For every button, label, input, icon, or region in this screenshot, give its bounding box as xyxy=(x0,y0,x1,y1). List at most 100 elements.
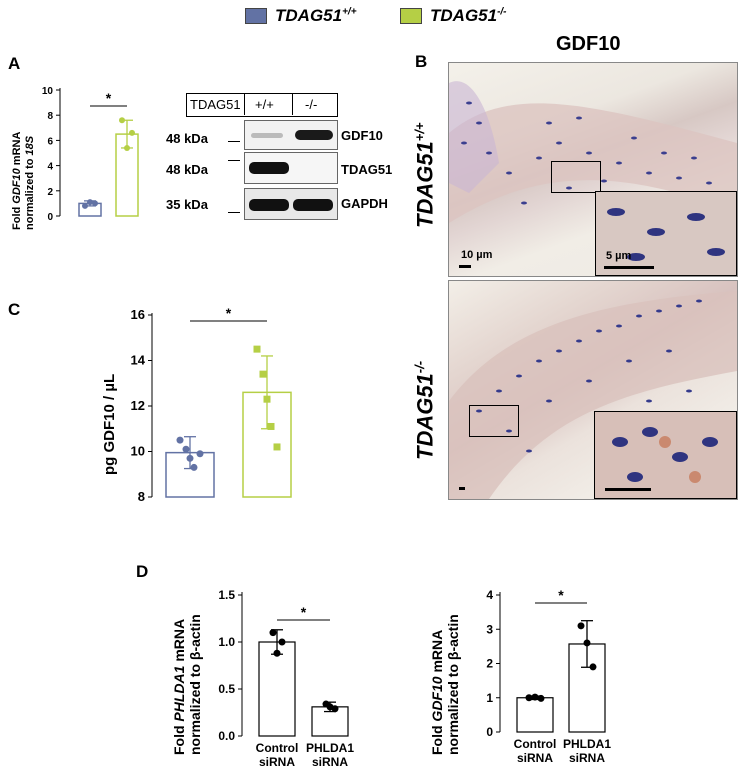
data-point xyxy=(253,345,261,353)
wb-protein-gdf10: GDF10 xyxy=(341,128,383,143)
data-point xyxy=(92,200,98,207)
data-point xyxy=(182,445,190,453)
wb-kda-gdf10: 48 kDa xyxy=(166,131,208,146)
data-point xyxy=(87,199,93,206)
chart-d-right: Fold GDF10 mRNA normalized to β-actin 0 1… xyxy=(430,587,611,765)
data-point xyxy=(531,693,539,701)
scale-bar-10um xyxy=(459,265,471,268)
histology-cells-ko xyxy=(449,291,737,499)
chart-d-right-ylabel-2: normalized to β-actin xyxy=(445,614,461,755)
inset-cells-ko xyxy=(612,427,718,483)
wb-protein-tdag51: TDAG51 xyxy=(341,162,393,177)
wb-blot-gdf10 xyxy=(244,120,338,150)
panel-letter-d: D xyxy=(136,562,149,581)
y-tick-label: 4 xyxy=(47,162,53,173)
band xyxy=(249,199,289,211)
x-label-control-sirna: siRNA xyxy=(517,751,553,765)
x-label-control: Control xyxy=(514,737,557,751)
y-tick-label: 12 xyxy=(131,398,145,413)
scale-bar-ko xyxy=(459,487,465,490)
y-tick-label: 0 xyxy=(47,212,53,223)
legend-label-ko: TDAG51-/- xyxy=(430,6,507,25)
data-point xyxy=(190,463,198,471)
y-tick-label: 1 xyxy=(486,691,493,705)
wb-header-wt: +/+ xyxy=(255,97,274,112)
chart-c-ylabel: pg GDF10 / µL xyxy=(101,374,118,475)
data-point xyxy=(82,202,88,209)
y-tick-label: 1.5 xyxy=(218,588,235,602)
y-tick-label: 0.0 xyxy=(218,729,235,743)
band xyxy=(249,162,289,174)
histology-inset-wt: 5 µm xyxy=(595,191,737,276)
histology-inset-ko xyxy=(594,411,737,499)
wb-tick xyxy=(228,160,240,161)
x-label-phlda1-sirna: siRNA xyxy=(312,755,348,769)
histology-image-ko xyxy=(448,280,738,500)
data-point xyxy=(331,705,339,713)
data-point xyxy=(278,638,286,646)
roi-box-ko xyxy=(469,405,519,437)
x-label-phlda1-sirna: siRNA xyxy=(569,751,605,765)
wb-header-box xyxy=(186,93,338,117)
wb-tick xyxy=(228,141,240,142)
band xyxy=(295,130,333,140)
wb-kda-gapdh: 35 kDa xyxy=(166,197,208,212)
significance-star: * xyxy=(301,604,307,620)
y-tick-label: 4 xyxy=(486,588,493,602)
wb-blot-gapdh xyxy=(244,188,338,220)
data-point xyxy=(124,144,130,151)
data-point xyxy=(273,649,281,657)
histology-image-wt: 5 µm 10 µm xyxy=(448,62,738,277)
significance-star: * xyxy=(106,90,112,106)
chart-d-left-ylabel-1: Fold PHLDA1 mRNA xyxy=(171,619,187,755)
panel-b-row1-label: TDAG51+/+ xyxy=(412,122,438,228)
data-point xyxy=(273,443,281,451)
y-tick-label: 16 xyxy=(131,307,145,322)
roi-box-wt xyxy=(551,161,601,193)
data-point xyxy=(129,129,135,136)
significance-star: * xyxy=(558,587,564,603)
wb-header-divider xyxy=(244,93,245,115)
wb-blot-tdag51 xyxy=(244,152,338,184)
y-tick-label: 1.0 xyxy=(218,635,235,649)
legend-label-wt: TDAG51+/+ xyxy=(275,6,357,25)
band xyxy=(293,199,333,211)
wb-header-ko: -/- xyxy=(305,97,318,112)
significance-star: * xyxy=(226,305,232,321)
x-label-control-sirna: siRNA xyxy=(259,755,295,769)
data-point xyxy=(119,117,125,124)
chart-c: pg GDF10 / µL 8 10 12 14 16 * xyxy=(101,305,292,504)
wb-header-label: TDAG51 xyxy=(190,97,241,112)
inset-cells-wt xyxy=(607,208,725,261)
data-point xyxy=(589,663,597,671)
panel-letter-a: A xyxy=(8,54,21,73)
panel-letter-c: C xyxy=(8,300,21,319)
data-point xyxy=(537,694,545,702)
histology-cells-wt xyxy=(449,81,737,223)
wb-kda-tdag51: 48 kDa xyxy=(166,162,208,177)
y-tick-label: 14 xyxy=(131,353,146,368)
y-tick-label: 0.5 xyxy=(218,682,235,696)
y-tick-label: 2 xyxy=(47,187,53,198)
chart-d-left-ylabel-2: normalized to β-actin xyxy=(187,614,203,755)
scale-bar-10um-label: 10 µm xyxy=(461,249,493,261)
x-label-phlda1: PHLDA1 xyxy=(306,741,354,755)
bar xyxy=(516,697,554,733)
y-tick-label: 10 xyxy=(42,86,54,97)
y-tick-label: 0 xyxy=(486,725,493,739)
data-point xyxy=(176,436,184,444)
y-tick-label: 8 xyxy=(138,489,145,504)
data-point xyxy=(583,639,591,647)
data-point xyxy=(267,422,275,430)
y-tick-label: 10 xyxy=(131,444,145,459)
scale-bar-ko-inset xyxy=(605,488,651,491)
chart-d-left: Fold PHLDA1 mRNA normalized to β-actin 0… xyxy=(171,588,354,769)
wb-protein-gapdh: GAPDH xyxy=(341,196,388,211)
chart-a: Fold GDF10 mRNA normalized to 18S 0 2 4 6 8 1… xyxy=(11,86,139,230)
panel-b-title: GDF10 xyxy=(556,33,621,55)
chart-d-right-ylabel-1: Fold GDF10 mRNA xyxy=(430,630,445,755)
scale-bar-5um-label: 5 µm xyxy=(606,250,632,262)
data-point xyxy=(525,694,533,702)
x-label-control: Control xyxy=(256,741,299,755)
data-point xyxy=(196,450,204,458)
